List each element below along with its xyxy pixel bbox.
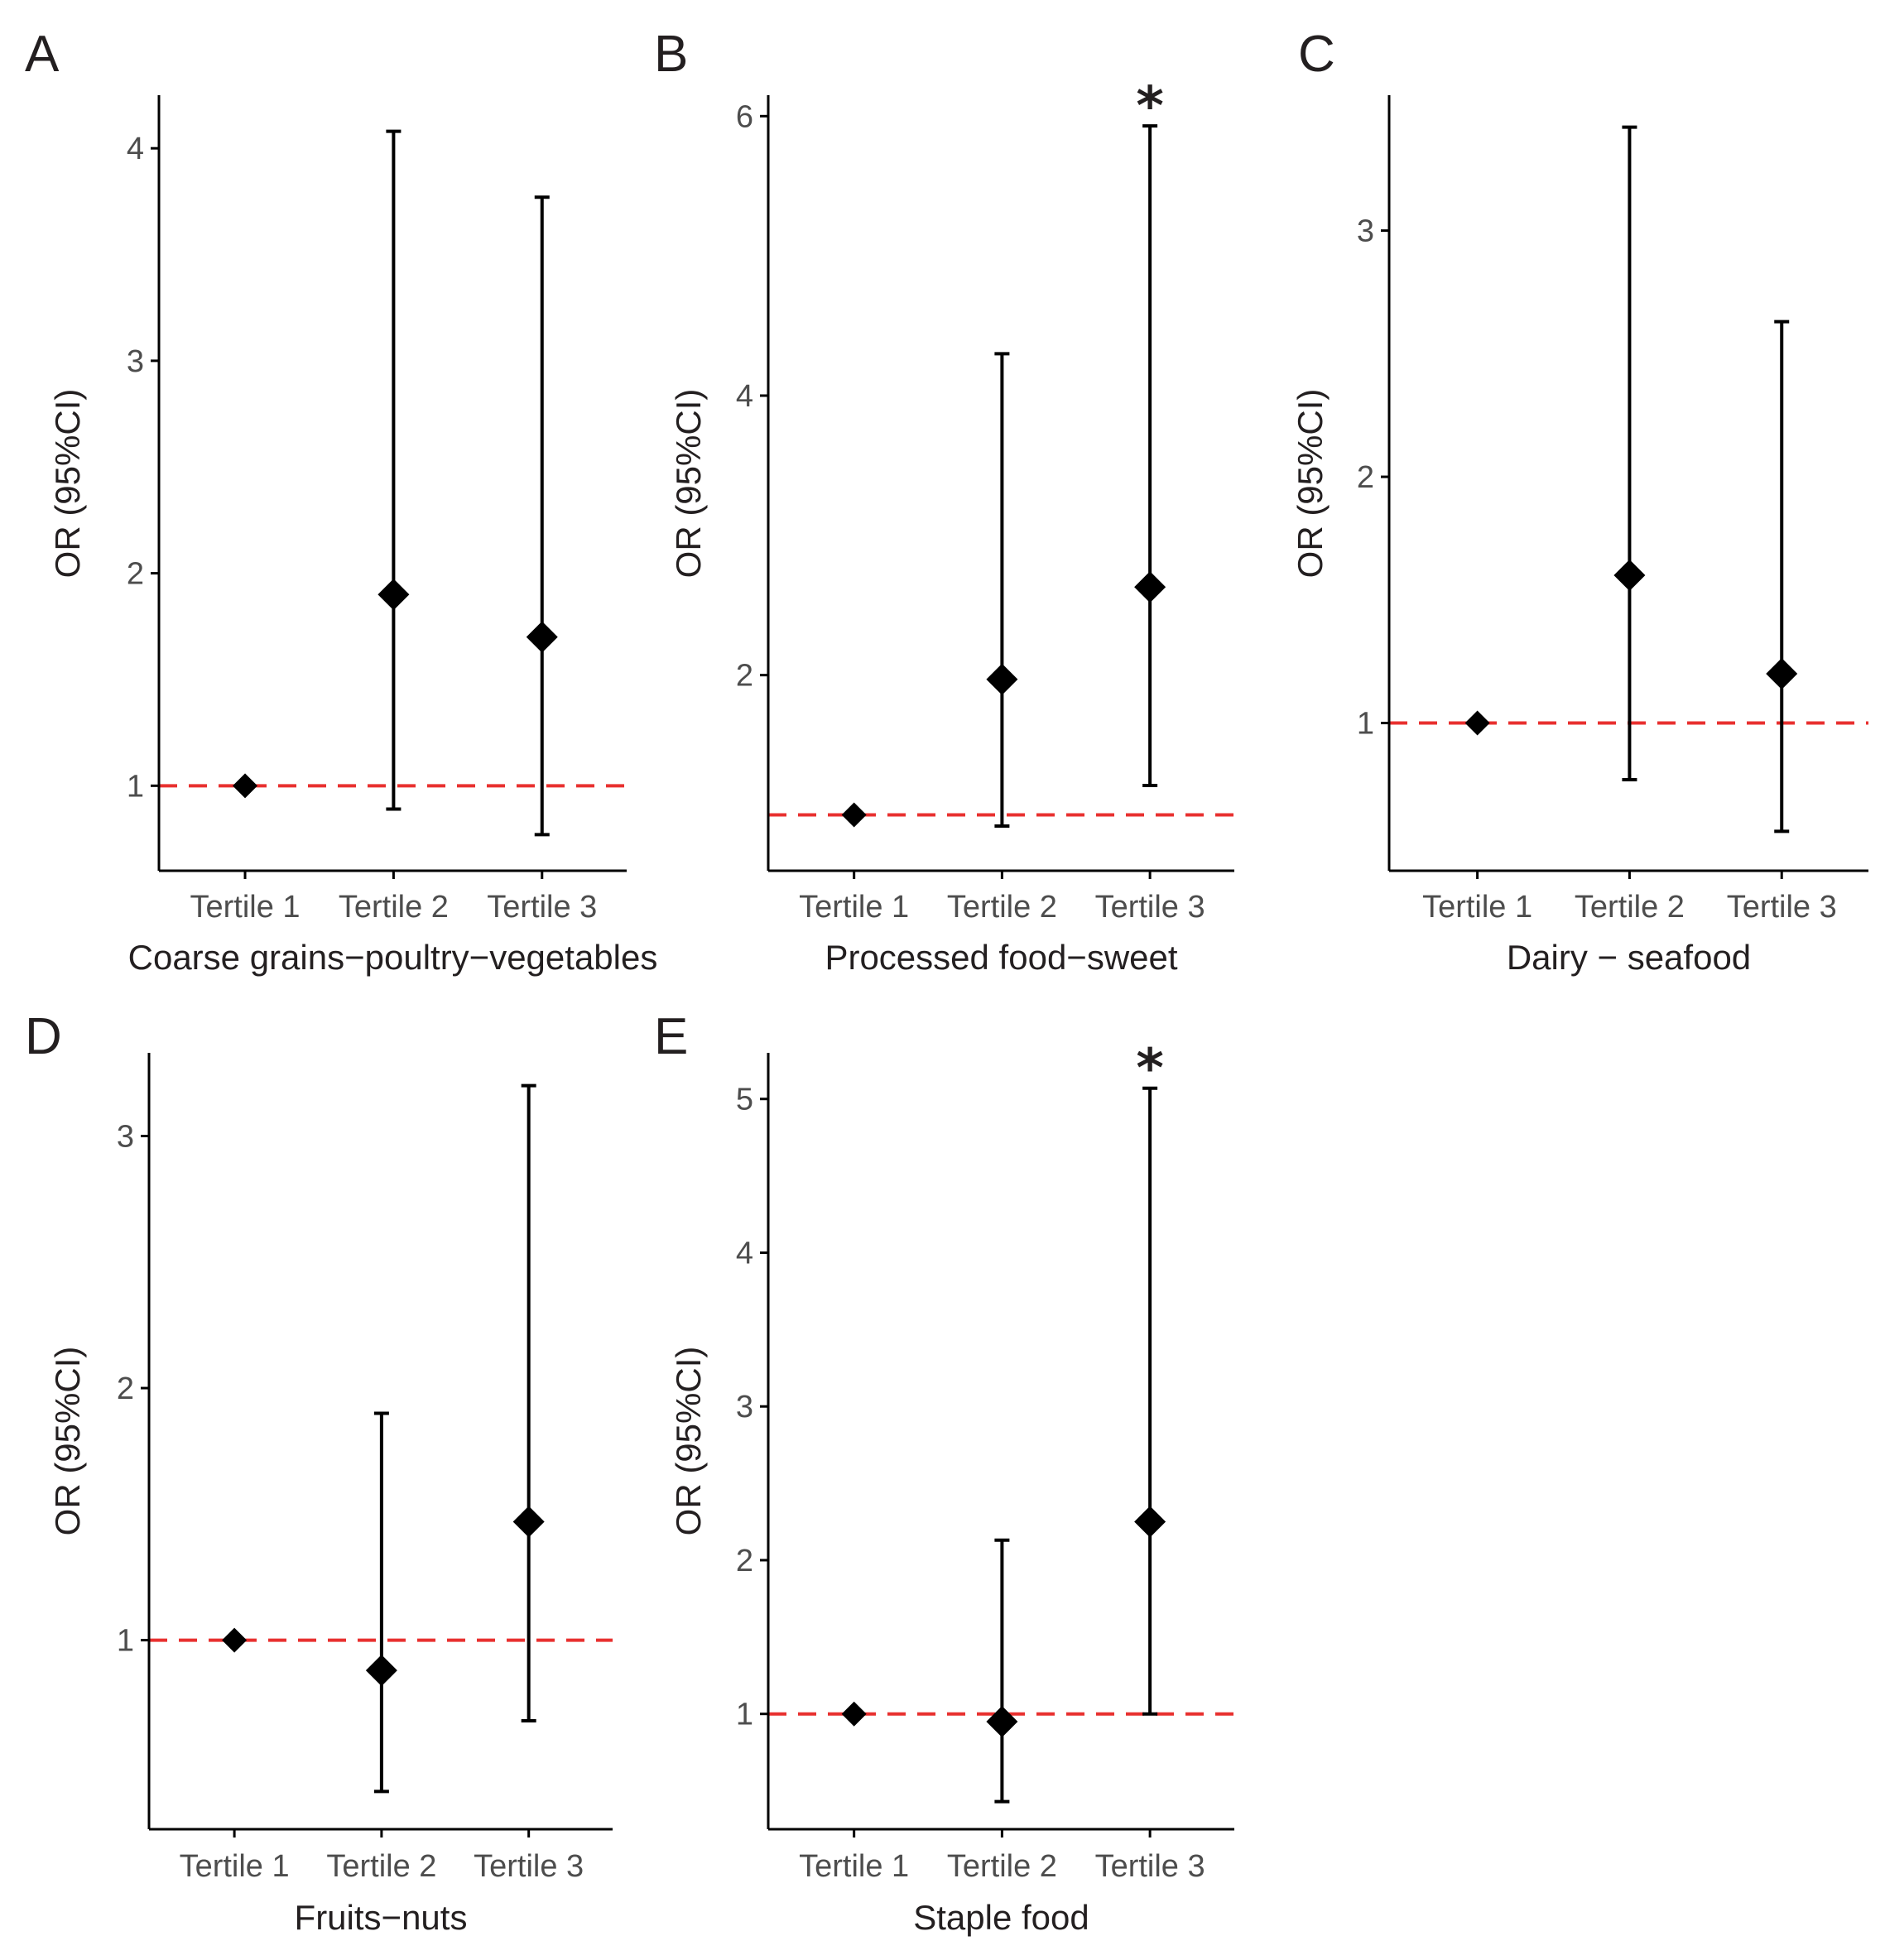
- significance-marker: *: [1136, 76, 1163, 137]
- x-tick-label: Tertile 2: [339, 890, 449, 925]
- panel-letter: B: [654, 26, 689, 83]
- x-tick-label: Tertile 1: [1422, 890, 1532, 925]
- x-tick-label: Tertile 3: [474, 1849, 584, 1884]
- or-point: [1134, 1506, 1166, 1538]
- or-point: [986, 663, 1018, 695]
- x-tick-label: Tertile 1: [190, 890, 301, 925]
- x-tick-label: Tertile 3: [1095, 890, 1205, 925]
- x-axis-title: Processed food−sweet: [825, 938, 1178, 977]
- y-tick-label: 2: [127, 557, 144, 592]
- y-tick-label: 1: [1357, 707, 1374, 742]
- y-tick-label: 2: [117, 1372, 134, 1406]
- x-tick-label: Tertile 2: [326, 1849, 436, 1884]
- significance-marker: *: [1136, 1039, 1163, 1100]
- y-tick-label: 3: [736, 1390, 753, 1424]
- or-point: [365, 1655, 397, 1687]
- y-tick-label: 4: [127, 132, 144, 166]
- y-tick-label: 6: [736, 99, 753, 134]
- y-tick-label: 1: [127, 769, 144, 804]
- y-tick-label: 2: [736, 659, 753, 694]
- or-point: [526, 621, 558, 653]
- y-tick-label: 4: [736, 379, 753, 414]
- or-point: [1134, 571, 1166, 603]
- x-tick-label: Tertile 1: [799, 1849, 909, 1884]
- x-tick-label: Tertile 1: [180, 1849, 290, 1884]
- or-point: [1464, 710, 1490, 736]
- or-point: [1613, 560, 1646, 592]
- or-point: [841, 802, 867, 828]
- x-tick-label: Tertile 3: [1095, 1849, 1205, 1884]
- x-tick-label: Tertile 1: [799, 890, 909, 925]
- y-tick-label: 3: [117, 1120, 134, 1155]
- x-tick-label: Tertile 3: [487, 890, 597, 925]
- panel-letter: A: [25, 26, 60, 83]
- or-point: [986, 1705, 1018, 1737]
- y-tick-label: 2: [1357, 460, 1374, 495]
- or-point: [233, 773, 258, 799]
- panel-letter: D: [25, 1008, 62, 1065]
- or-point: [841, 1701, 867, 1727]
- x-tick-label: Tertile 2: [947, 890, 1057, 925]
- panel-letter: C: [1298, 26, 1335, 83]
- x-tick-label: Tertile 3: [1727, 890, 1837, 925]
- y-tick-label: 5: [736, 1083, 753, 1117]
- y-tick-label: 4: [736, 1236, 753, 1271]
- or-point: [512, 1506, 545, 1538]
- y-tick-label: 1: [736, 1698, 753, 1732]
- x-axis-title: Dairy − seafood: [1506, 938, 1752, 977]
- x-tick-label: Tertile 2: [947, 1849, 1057, 1884]
- or-point: [1766, 658, 1798, 690]
- or-point: [377, 579, 410, 611]
- x-axis-title: Coarse grains−poultry−vegetables: [127, 938, 658, 977]
- y-tick-label: 1: [117, 1624, 134, 1659]
- panel-letter: E: [654, 1008, 689, 1065]
- or-point: [222, 1627, 248, 1653]
- x-axis-title: Fruits−nuts: [294, 1898, 468, 1937]
- y-tick-label: 3: [127, 344, 144, 379]
- x-tick-label: Tertile 2: [1575, 890, 1685, 925]
- x-axis-title: Staple food: [913, 1898, 1089, 1937]
- y-tick-label: 3: [1357, 214, 1374, 249]
- y-tick-label: 2: [736, 1544, 753, 1578]
